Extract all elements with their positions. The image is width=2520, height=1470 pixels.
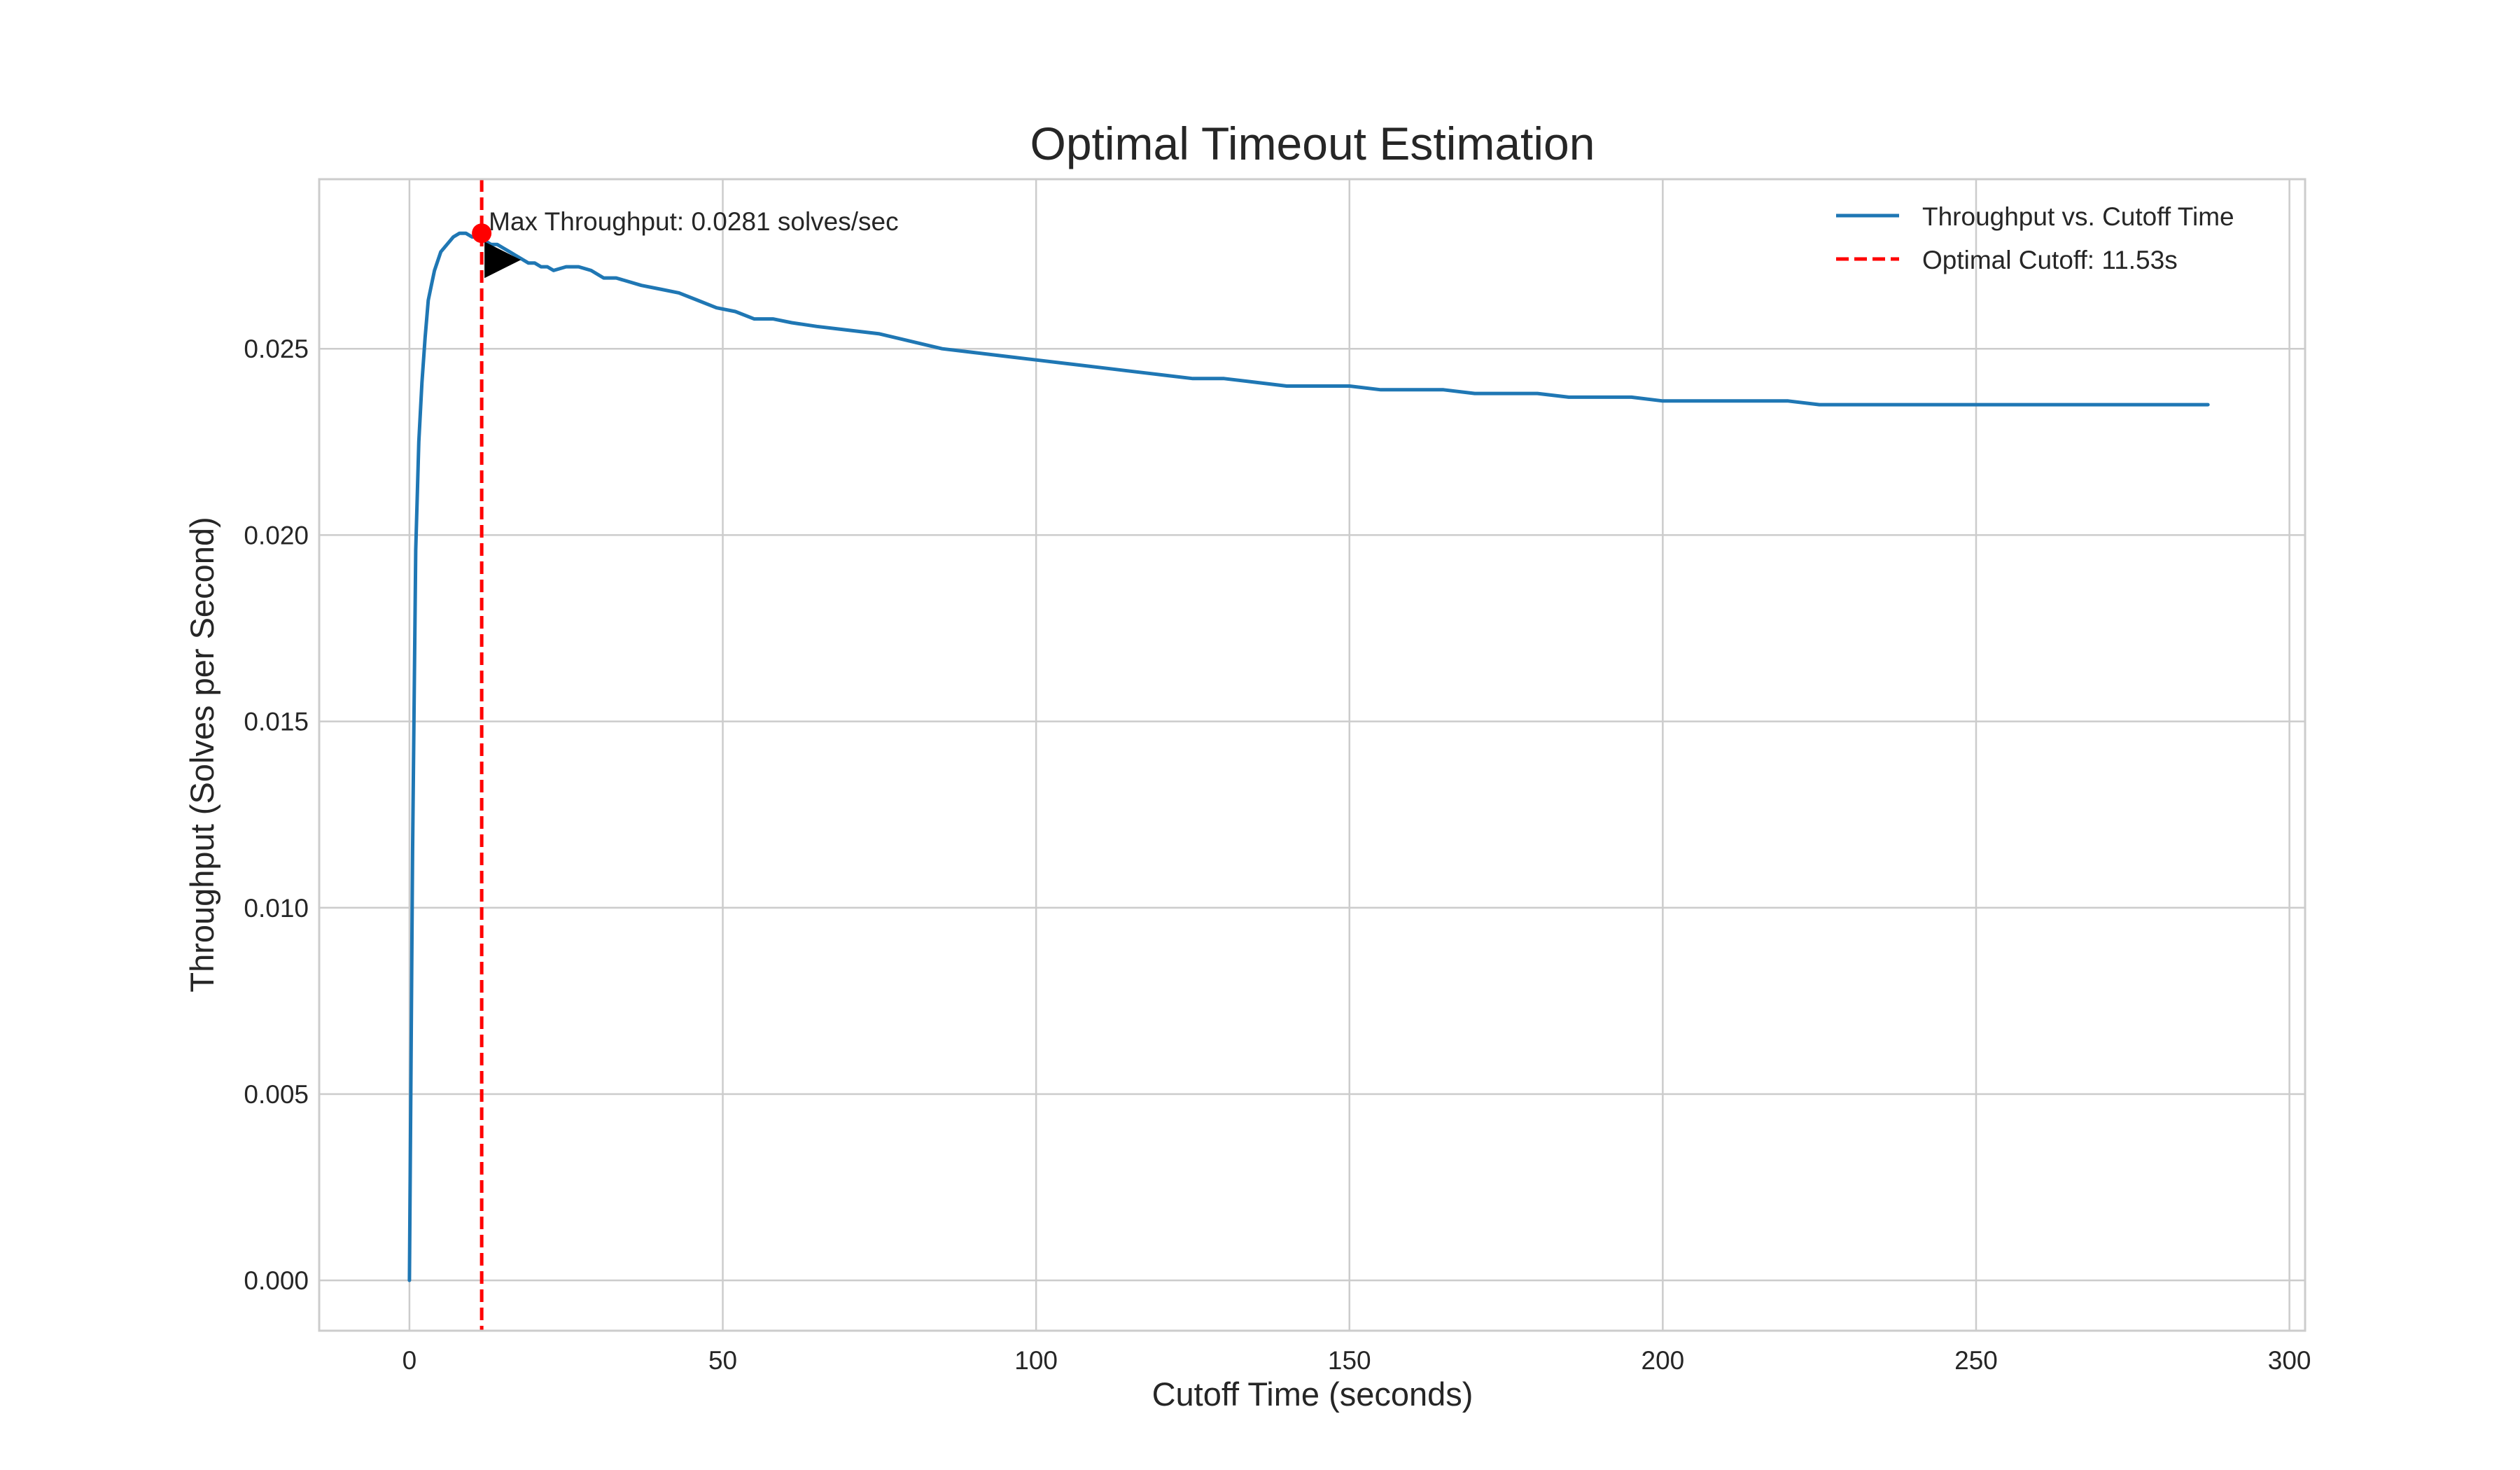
- x-axis-label: Cutoff Time (seconds): [1152, 1376, 1474, 1413]
- y-tick-label: 0.000: [244, 1266, 309, 1295]
- y-tick-label: 0.025: [244, 335, 309, 363]
- y-tick-label: 0.020: [244, 521, 309, 550]
- y-tick-label: 0.010: [244, 894, 309, 923]
- annotation-arrow: [484, 241, 522, 279]
- x-tick-label: 50: [708, 1346, 737, 1375]
- max-throughput-marker: [472, 223, 492, 244]
- x-tick-label: 200: [1642, 1346, 1685, 1375]
- annotation: Max Throughput: 0.0281 solves/sec: [472, 207, 899, 279]
- x-tick-label: 0: [402, 1346, 417, 1375]
- annotation-text: Max Throughput: 0.0281 solves/sec: [489, 207, 899, 236]
- x-tick-label: 150: [1328, 1346, 1371, 1375]
- grid: [319, 179, 2305, 1331]
- plot-frame: [318, 178, 2306, 1332]
- legend: Throughput vs. Cutoff Time Optimal Cutof…: [1836, 202, 2234, 274]
- x-tick-label: 300: [2268, 1346, 2311, 1375]
- plot-area: [319, 179, 2305, 1331]
- legend-label-throughput: Throughput vs. Cutoff Time: [1922, 202, 2234, 231]
- x-tick-label: 250: [1954, 1346, 1998, 1375]
- y-tick-label: 0.015: [244, 708, 309, 736]
- y-tick-label: 0.005: [244, 1080, 309, 1109]
- y-axis-label: Throughput (Solves per Second): [183, 517, 220, 992]
- legend-label-optimal-cutoff: Optimal Cutoff: 11.53s: [1922, 246, 2178, 274]
- tick-labels: 0 50 100 150 200 250 300 0.000 0.005 0.010 0.015 0.…: [244, 335, 2311, 1375]
- chart-title: Optimal Timeout Estimation: [1030, 118, 1595, 169]
- x-tick-label: 100: [1014, 1346, 1058, 1375]
